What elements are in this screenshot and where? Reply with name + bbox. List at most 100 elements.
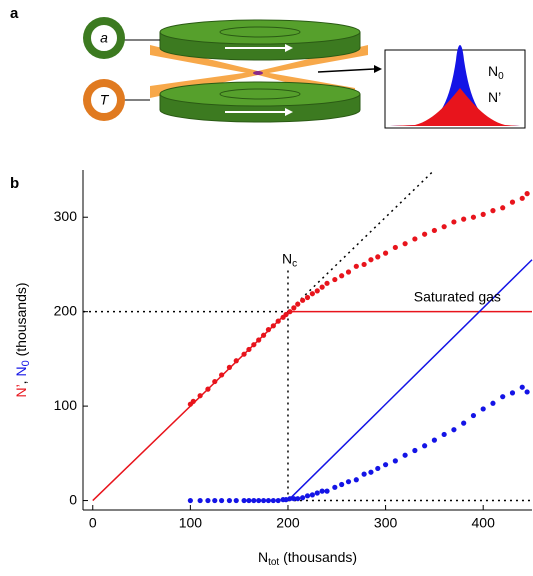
point [197, 393, 203, 399]
peak-thermal [390, 88, 520, 126]
panel-label: b [10, 175, 19, 192]
point [212, 497, 218, 504]
point [339, 481, 345, 488]
gauge-label: a [100, 30, 108, 46]
point [470, 412, 477, 419]
point [524, 191, 530, 197]
point [251, 342, 257, 348]
point [241, 351, 247, 357]
point [219, 497, 225, 504]
disk [159, 81, 361, 123]
point [287, 496, 293, 502]
y-tick-label: 0 [69, 491, 77, 507]
point [500, 205, 506, 211]
point [422, 443, 428, 449]
point [197, 497, 203, 504]
point [270, 497, 276, 504]
text-sub: 0 [498, 71, 504, 82]
point [283, 497, 289, 503]
point [524, 389, 530, 395]
point [451, 427, 457, 433]
point [422, 231, 428, 237]
point [226, 364, 233, 370]
text-rest: (thousands) [279, 549, 357, 565]
point [451, 219, 457, 225]
point [345, 269, 352, 275]
point [304, 294, 311, 301]
reference-line [287, 171, 433, 313]
point [205, 386, 211, 392]
point [345, 479, 352, 485]
point [519, 384, 525, 390]
point [392, 458, 398, 464]
point [314, 288, 320, 294]
point [291, 305, 297, 311]
point [319, 488, 325, 494]
arrow-head [374, 65, 382, 73]
point [431, 227, 437, 234]
text-main: N [488, 63, 498, 79]
point [332, 484, 338, 490]
point [509, 390, 516, 396]
point [324, 488, 330, 494]
point [382, 462, 389, 468]
reference-line [287, 259, 533, 502]
text-main: N [282, 250, 292, 266]
point [353, 477, 359, 483]
point [260, 332, 267, 338]
point [309, 291, 315, 297]
x-tick-label: 300 [374, 515, 398, 531]
annotation: Saturated gas [414, 288, 501, 304]
point [339, 273, 345, 279]
point [212, 378, 218, 385]
point [431, 437, 437, 443]
point [241, 497, 247, 504]
point [190, 398, 196, 404]
point [368, 469, 374, 475]
atom-cloud [253, 71, 263, 75]
point [187, 497, 193, 504]
gauge-face [89, 85, 119, 115]
y-label-part: N’ [13, 384, 29, 397]
point [375, 254, 381, 260]
point [265, 327, 272, 333]
x-tick-label: 0 [89, 515, 97, 531]
y-label-part: (thousands) [13, 282, 29, 360]
point [246, 346, 252, 353]
y-axis-label: N’, N0 (thousands) [13, 282, 32, 397]
x-tick-label: 200 [276, 515, 300, 531]
point [353, 263, 359, 269]
point [441, 431, 447, 438]
y-label-part: 0 [20, 360, 32, 366]
reference-line [92, 310, 532, 502]
panel-label: a [10, 5, 19, 22]
point [324, 280, 330, 286]
text-main: N [258, 549, 268, 565]
x-axis-label: Ntot (thousands) [258, 549, 357, 568]
laser-beam [150, 45, 368, 75]
point [480, 406, 486, 412]
point [233, 358, 239, 364]
point [375, 465, 381, 472]
point [490, 400, 496, 406]
y-tick-label: 200 [54, 302, 78, 318]
point [256, 497, 262, 504]
point [361, 261, 367, 268]
point [260, 497, 267, 504]
point [490, 208, 496, 214]
disk [159, 19, 361, 61]
point [392, 244, 398, 251]
point [480, 211, 486, 217]
point [382, 250, 389, 256]
point [412, 447, 418, 454]
point [368, 257, 374, 263]
point [251, 497, 257, 504]
point [519, 195, 525, 201]
point [291, 496, 297, 502]
point [361, 471, 367, 477]
point [226, 497, 233, 504]
inset-label: N’ [488, 89, 501, 105]
point [470, 214, 477, 220]
point [265, 497, 272, 504]
